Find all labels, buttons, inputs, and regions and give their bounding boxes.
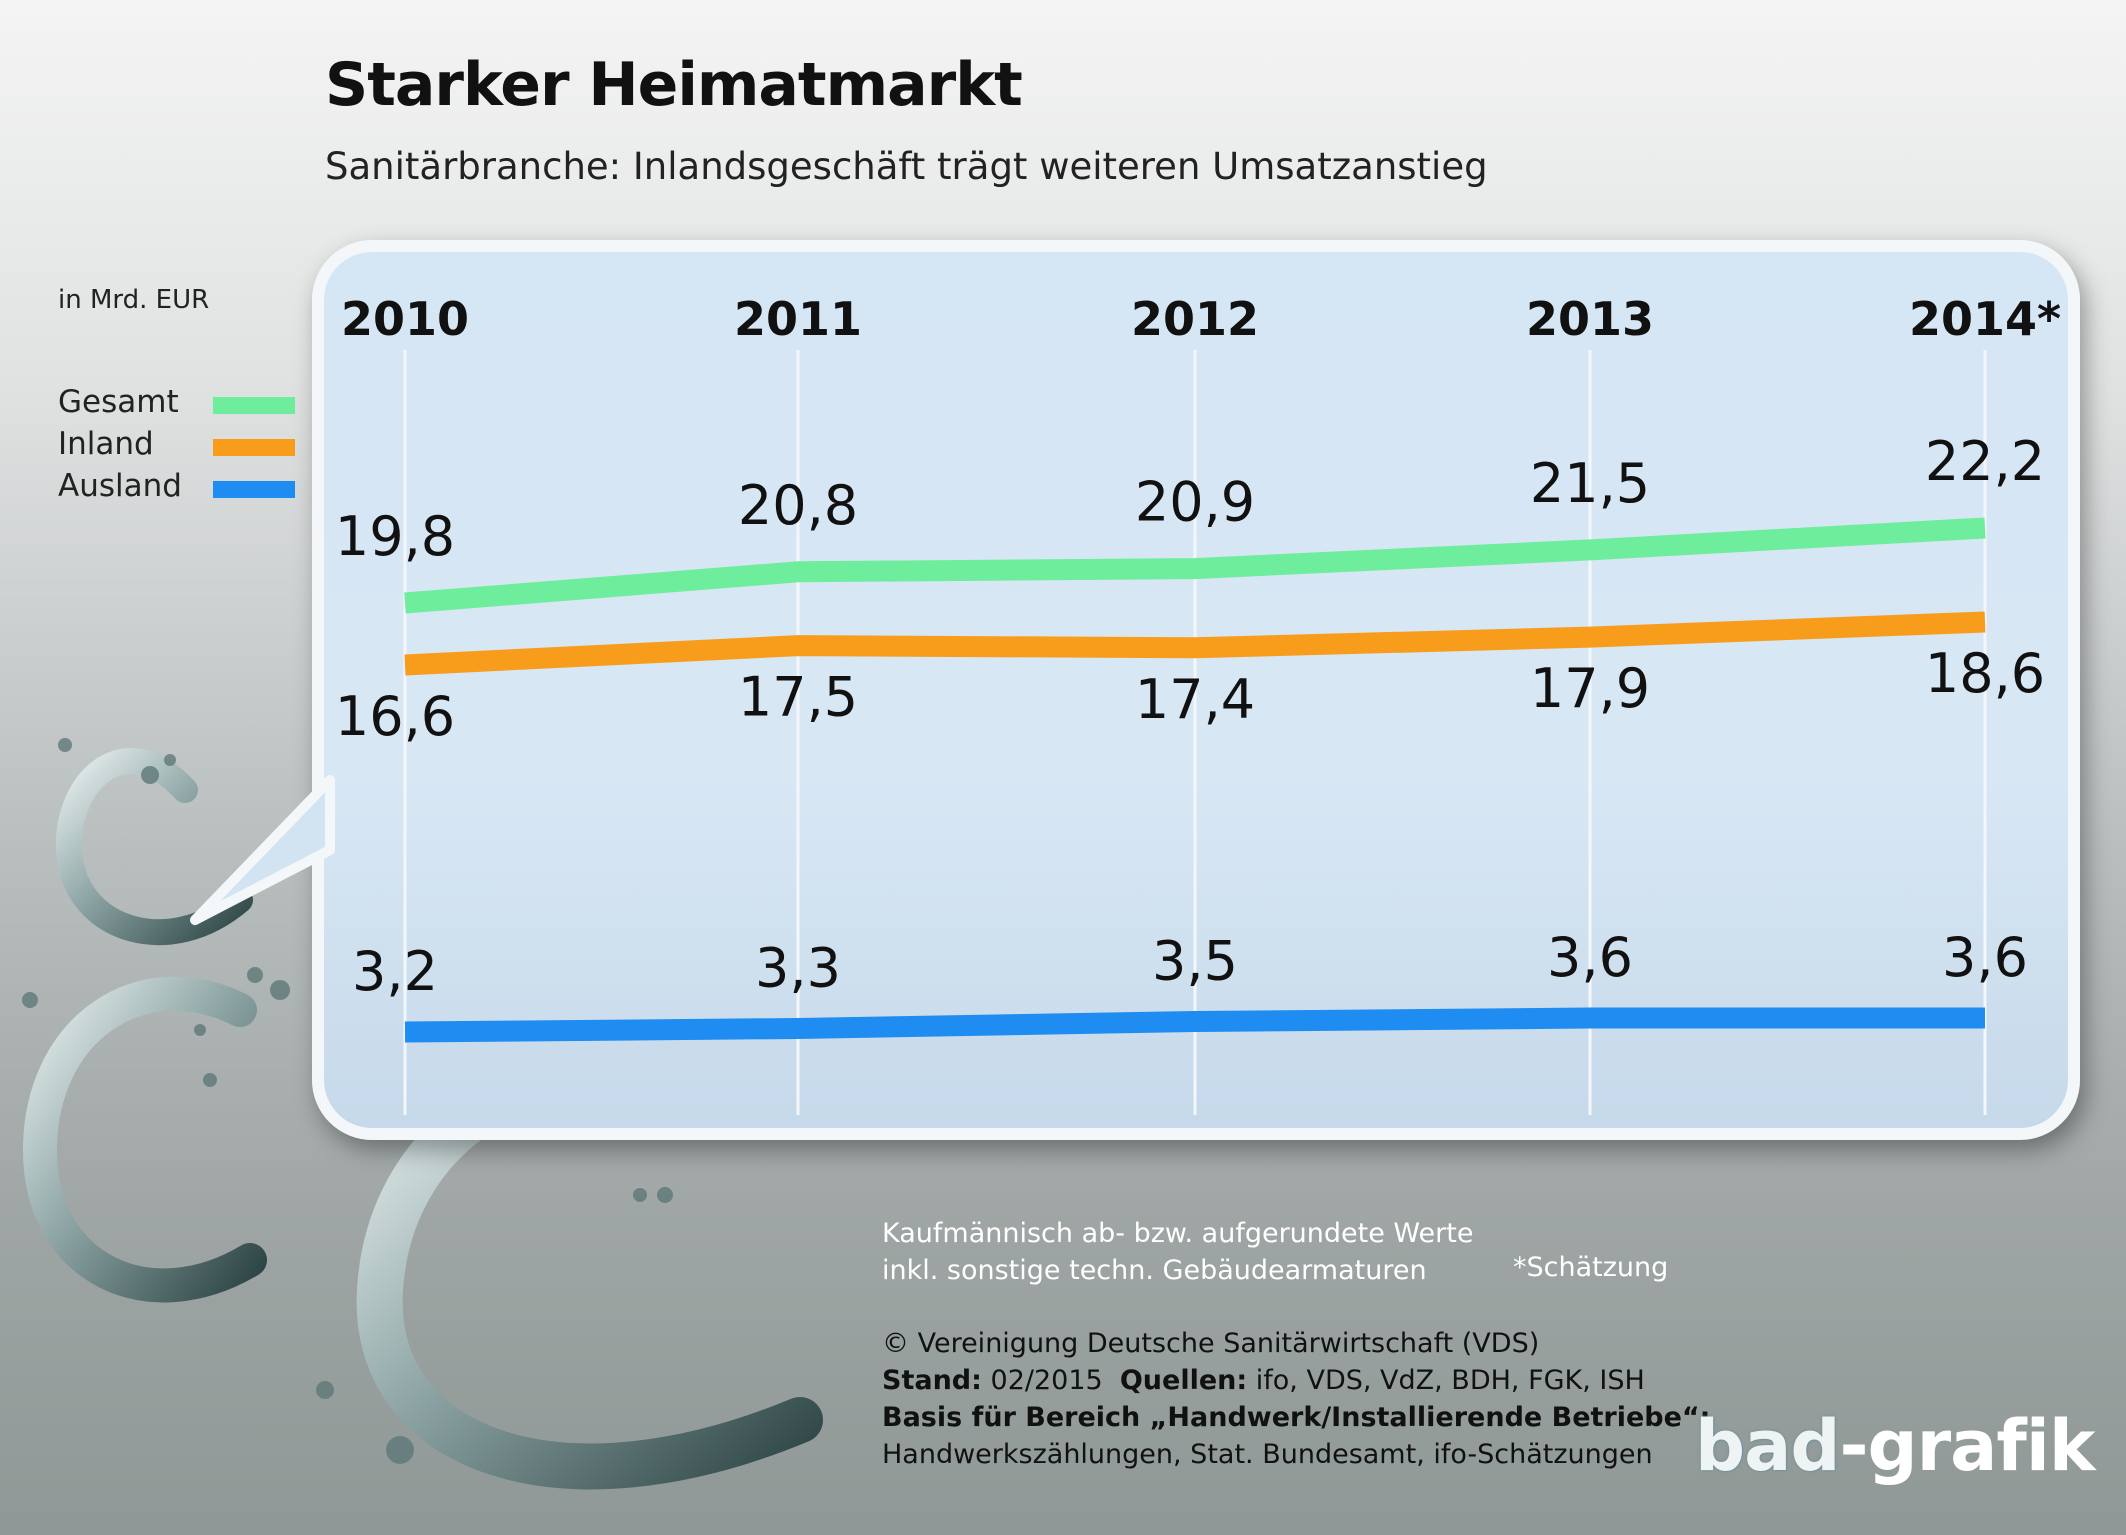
- series-line-inland: [404, 611, 1986, 676]
- legend-label: Ausland: [58, 468, 182, 504]
- legend-item-ausland: Ausland: [58, 468, 308, 510]
- data-label: 19,8: [335, 505, 455, 568]
- logo-part-bad: bad: [1695, 1405, 1840, 1487]
- chart-subtitle: Sanitärbranche: Inlandsgeschäft trägt we…: [325, 145, 1488, 188]
- legend: Gesamt Inland Ausland: [58, 384, 308, 510]
- water-drops-icon: [22, 738, 673, 1464]
- legend-label: Gesamt: [58, 384, 179, 420]
- footnote-estimate: *Schätzung: [1513, 1252, 1669, 1283]
- basis-line: Basis für Bereich „Handwerk/Installieren…: [882, 1399, 1710, 1436]
- legend-swatch: [213, 439, 295, 456]
- copyright: © Vereinigung Deutsche Sanitärwirtschaft…: [882, 1328, 1540, 1359]
- basis-label: Basis für Bereich „Handwerk/Installieren…: [882, 1402, 1711, 1433]
- stand-value: 02/2015: [990, 1365, 1103, 1396]
- data-label: 3,3: [755, 937, 841, 1000]
- stand-label: Stand:: [882, 1365, 982, 1396]
- x-tick-label: 2014*: [1909, 292, 2061, 346]
- footnote-rounding: Kaufmännisch ab- bzw. aufgerundete Werte: [882, 1218, 1474, 1249]
- chart-title: Starker Heimatmarkt: [325, 50, 1023, 120]
- quellen-label: Quellen:: [1119, 1365, 1248, 1396]
- series-line-ausland: [404, 1007, 1985, 1043]
- data-label: 16,6: [335, 685, 455, 748]
- logo-part-grafik: -grafik: [1839, 1405, 2095, 1487]
- quellen-value: ifo, VDS, VdZ, BDH, FGK, ISH: [1255, 1365, 1645, 1396]
- x-tick-label: 2010: [341, 292, 469, 346]
- unit-label: in Mrd. EUR: [58, 285, 210, 315]
- data-label: 20,9: [1135, 471, 1255, 534]
- legend-swatch: [213, 481, 295, 498]
- data-label: 3,6: [1942, 926, 2028, 989]
- legend-item-inland: Inland: [58, 426, 308, 468]
- basis-value: Handwerkszählungen, Stat. Bundesamt, ifo…: [882, 1439, 1653, 1470]
- data-label: 21,5: [1530, 452, 1650, 515]
- data-label: 3,2: [352, 940, 438, 1003]
- brand-logo: bad-grafik: [1695, 1405, 2095, 1487]
- footnote-scope: inkl. sonstige techn. Gebäudearmaturen: [882, 1255, 1427, 1286]
- x-tick-label: 2011: [734, 292, 862, 346]
- euro-icon: [1, 976, 267, 1303]
- data-label: 18,6: [1925, 642, 2045, 705]
- data-label: 22,2: [1925, 430, 2045, 493]
- x-tick-label: 2012: [1131, 292, 1259, 346]
- data-label: 3,6: [1547, 926, 1633, 989]
- legend-swatch: [213, 397, 295, 414]
- data-label: 17,9: [1530, 657, 1650, 720]
- data-label: 17,4: [1135, 668, 1255, 731]
- series-line-gesamt: [404, 517, 1986, 614]
- source-block: © Vereinigung Deutsche Sanitärwirtschaft…: [882, 1325, 1710, 1473]
- x-tick-label: 2013: [1526, 292, 1654, 346]
- footnotes: Kaufmännisch ab- bzw. aufgerundete Werte…: [882, 1215, 1473, 1289]
- legend-item-gesamt: Gesamt: [58, 384, 308, 426]
- bubble-tail: [190, 775, 335, 925]
- legend-label: Inland: [58, 426, 154, 462]
- data-label: 17,5: [738, 666, 858, 729]
- data-label: 3,5: [1152, 930, 1238, 993]
- euro-icon: [33, 748, 253, 946]
- stand-line: Stand: 02/2015 Quellen: ifo, VDS, VdZ, B…: [882, 1362, 1710, 1399]
- data-label: 20,8: [738, 474, 858, 537]
